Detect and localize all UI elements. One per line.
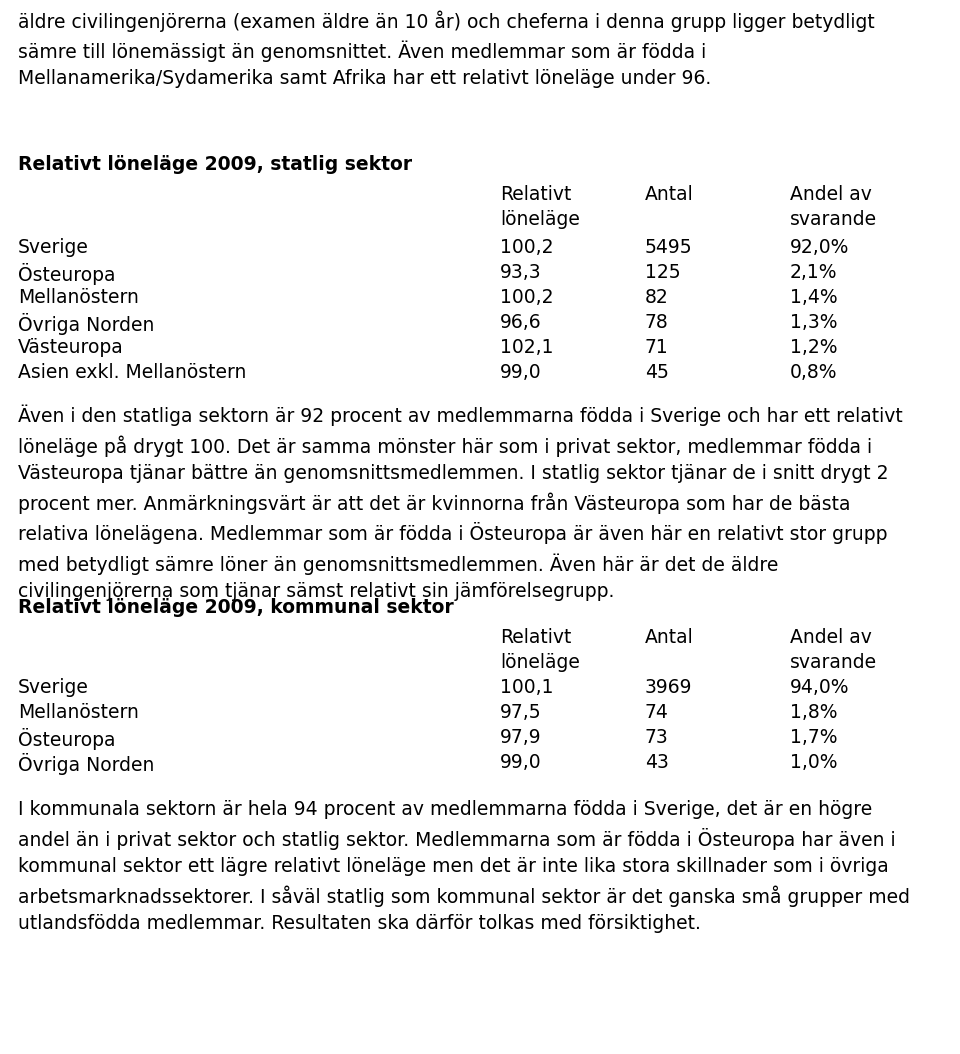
Text: I kommunala sektorn är hela 94 procent av medlemmarna födda i Sverige, det är en: I kommunala sektorn är hela 94 procent a… — [18, 800, 910, 933]
Text: 1,2%: 1,2% — [790, 338, 837, 357]
Text: 100,1: 100,1 — [500, 678, 554, 697]
Text: Asien exkl. Mellanöstern: Asien exkl. Mellanöstern — [18, 363, 247, 382]
Text: Relativt: Relativt — [500, 628, 571, 647]
Text: 96,6: 96,6 — [500, 313, 541, 332]
Text: 74: 74 — [645, 703, 669, 722]
Text: 0,8%: 0,8% — [790, 363, 837, 382]
Text: Andel av: Andel av — [790, 186, 872, 204]
Text: 92,0%: 92,0% — [790, 238, 850, 257]
Text: 125: 125 — [645, 264, 681, 282]
Text: Sverige: Sverige — [18, 678, 89, 697]
Text: 2,1%: 2,1% — [790, 264, 837, 282]
Text: 73: 73 — [645, 728, 669, 747]
Text: Mellanöstern: Mellanöstern — [18, 288, 139, 307]
Text: Övriga Norden: Övriga Norden — [18, 753, 155, 775]
Text: 1,0%: 1,0% — [790, 753, 837, 772]
Text: Övriga Norden: Övriga Norden — [18, 313, 155, 335]
Text: Östeuropa: Östeuropa — [18, 728, 115, 750]
Text: svarande: svarande — [790, 210, 877, 229]
Text: löneläge: löneläge — [500, 210, 580, 229]
Text: Antal: Antal — [645, 186, 694, 204]
Text: 97,5: 97,5 — [500, 703, 541, 722]
Text: 97,9: 97,9 — [500, 728, 541, 747]
Text: 45: 45 — [645, 363, 669, 382]
Text: 82: 82 — [645, 288, 669, 307]
Text: 5495: 5495 — [645, 238, 692, 257]
Text: Andel av: Andel av — [790, 628, 872, 647]
Text: 102,1: 102,1 — [500, 338, 554, 357]
Text: Relativt: Relativt — [500, 186, 571, 204]
Text: 3969: 3969 — [645, 678, 692, 697]
Text: svarande: svarande — [790, 653, 877, 672]
Text: Relativt löneläge 2009, kommunal sektor: Relativt löneläge 2009, kommunal sektor — [18, 598, 454, 617]
Text: 100,2: 100,2 — [500, 238, 554, 257]
Text: 100,2: 100,2 — [500, 288, 554, 307]
Text: 94,0%: 94,0% — [790, 678, 850, 697]
Text: 43: 43 — [645, 753, 669, 772]
Text: Sverige: Sverige — [18, 238, 89, 257]
Text: 99,0: 99,0 — [500, 753, 541, 772]
Text: 1,3%: 1,3% — [790, 313, 837, 332]
Text: Antal: Antal — [645, 628, 694, 647]
Text: Östeuropa: Östeuropa — [18, 264, 115, 285]
Text: 71: 71 — [645, 338, 669, 357]
Text: 1,8%: 1,8% — [790, 703, 837, 722]
Text: Relativt löneläge 2009, statlig sektor: Relativt löneläge 2009, statlig sektor — [18, 155, 412, 174]
Text: 93,3: 93,3 — [500, 264, 541, 282]
Text: 1,4%: 1,4% — [790, 288, 838, 307]
Text: Mellanöstern: Mellanöstern — [18, 703, 139, 722]
Text: Västeuropa: Västeuropa — [18, 338, 124, 357]
Text: 99,0: 99,0 — [500, 363, 541, 382]
Text: äldre civilingenjörerna (examen äldre än 10 år) och cheferna i denna grupp ligge: äldre civilingenjörerna (examen äldre än… — [18, 9, 875, 89]
Text: löneläge: löneläge — [500, 653, 580, 672]
Text: 1,7%: 1,7% — [790, 728, 837, 747]
Text: 78: 78 — [645, 313, 669, 332]
Text: Även i den statliga sektorn är 92 procent av medlemmarna födda i Sverige och har: Även i den statliga sektorn är 92 procen… — [18, 405, 902, 601]
